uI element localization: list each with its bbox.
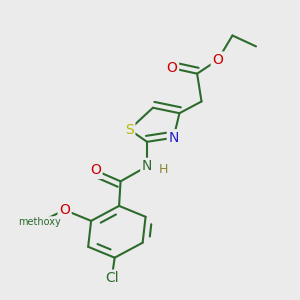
Text: S: S [125, 123, 134, 136]
Text: N: N [142, 159, 152, 173]
Text: N: N [168, 131, 179, 145]
Text: H: H [159, 163, 168, 176]
Text: O: O [90, 164, 101, 177]
Text: O: O [167, 61, 178, 75]
Text: Cl: Cl [105, 271, 119, 285]
Text: O: O [212, 53, 223, 67]
Text: methoxy: methoxy [18, 217, 61, 227]
Text: O: O [59, 203, 70, 217]
